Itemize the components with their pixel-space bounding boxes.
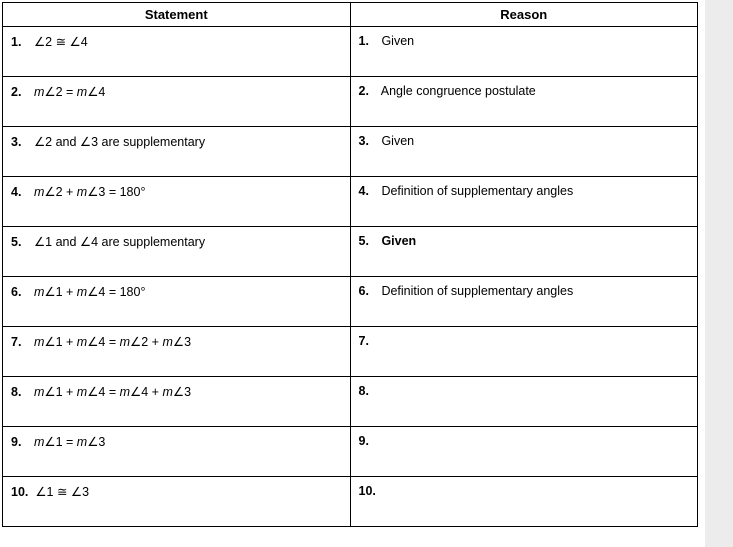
reason-text: Angle congruence postulate: [381, 84, 536, 98]
row-number: 2.: [11, 85, 27, 99]
scroll-strip: [705, 0, 733, 547]
statement-text: ∠2 ≅ ∠4: [34, 35, 88, 49]
statement-cell: 3. ∠2 and ∠3 are supplementary: [3, 127, 351, 177]
statement-text: m∠1 + m∠4 = 180°: [34, 285, 146, 299]
reason-cell: 3. Given: [350, 127, 698, 177]
reason-cell: 9.: [350, 427, 698, 477]
reason-text: Given: [381, 134, 414, 148]
row-number: 8.: [11, 385, 27, 399]
row-number: 9.: [359, 434, 375, 448]
statement-cell: 1. ∠2 ≅ ∠4: [3, 27, 351, 77]
table-row: 7. m∠1 + m∠4 = m∠2 + m∠37.: [3, 327, 698, 377]
statement-text: m∠2 = m∠4: [34, 85, 105, 99]
reason-text: Definition of supplementary angles: [381, 284, 573, 298]
reason-cell: 7.: [350, 327, 698, 377]
statement-text: ∠2 and ∠3 are supplementary: [34, 135, 205, 149]
table-row: 9. m∠1 = m∠39.: [3, 427, 698, 477]
table-row: 3. ∠2 and ∠3 are supplementary3. Given: [3, 127, 698, 177]
statement-text: m∠1 = m∠3: [34, 435, 105, 449]
statement-cell: 4. m∠2 + m∠3 = 180°: [3, 177, 351, 227]
row-number: 7.: [359, 334, 375, 348]
table-row: 4. m∠2 + m∠3 = 180°4. Definition of supp…: [3, 177, 698, 227]
table-row: 5. ∠1 and ∠4 are supplementary5. Given: [3, 227, 698, 277]
statement-cell: 5. ∠1 and ∠4 are supplementary: [3, 227, 351, 277]
statement-text: m∠1 + m∠4 = m∠2 + m∠3: [34, 335, 191, 349]
header-reason: Reason: [350, 3, 698, 27]
statement-text: ∠1 and ∠4 are supplementary: [34, 235, 205, 249]
reason-text: Definition of supplementary angles: [381, 184, 573, 198]
row-number: 10.: [11, 485, 28, 499]
statement-text: m∠2 + m∠3 = 180°: [34, 185, 146, 199]
header-statement: Statement: [3, 3, 351, 27]
row-number: 2.: [359, 84, 375, 98]
row-number: 6.: [11, 285, 27, 299]
statement-text: m∠1 + m∠4 = m∠4 + m∠3: [34, 385, 191, 399]
row-number: 10.: [359, 484, 376, 498]
content-area: Statement Reason 1. ∠2 ≅ ∠41. Given2. m∠…: [0, 0, 705, 547]
row-number: 4.: [11, 185, 27, 199]
reason-cell: 4. Definition of supplementary angles: [350, 177, 698, 227]
table-row: 6. m∠1 + m∠4 = 180°6. Definition of supp…: [3, 277, 698, 327]
row-number: 3.: [11, 135, 27, 149]
reason-text: Given: [381, 34, 414, 48]
row-number: 9.: [11, 435, 27, 449]
page: Statement Reason 1. ∠2 ≅ ∠41. Given2. m∠…: [0, 0, 733, 547]
reason-cell: 8.: [350, 377, 698, 427]
reason-cell: 2. Angle congruence postulate: [350, 77, 698, 127]
statement-cell: 8. m∠1 + m∠4 = m∠4 + m∠3: [3, 377, 351, 427]
proof-table: Statement Reason 1. ∠2 ≅ ∠41. Given2. m∠…: [2, 2, 698, 527]
row-number: 4.: [359, 184, 375, 198]
reason-cell: 10.: [350, 477, 698, 527]
table-row: 1. ∠2 ≅ ∠41. Given: [3, 27, 698, 77]
statement-cell: 6. m∠1 + m∠4 = 180°: [3, 277, 351, 327]
row-number: 8.: [359, 384, 375, 398]
reason-cell: 5. Given: [350, 227, 698, 277]
row-number: 1.: [11, 35, 27, 49]
row-number: 5.: [359, 234, 375, 248]
table-row: 8. m∠1 + m∠4 = m∠4 + m∠38.: [3, 377, 698, 427]
table-row: 10. ∠1 ≅ ∠310.: [3, 477, 698, 527]
row-number: 6.: [359, 284, 375, 298]
row-number: 7.: [11, 335, 27, 349]
statement-cell: 10. ∠1 ≅ ∠3: [3, 477, 351, 527]
statement-cell: 7. m∠1 + m∠4 = m∠2 + m∠3: [3, 327, 351, 377]
table-header-row: Statement Reason: [3, 3, 698, 27]
row-number: 5.: [11, 235, 27, 249]
row-number: 3.: [359, 134, 375, 148]
table-row: 2. m∠2 = m∠42. Angle congruence postulat…: [3, 77, 698, 127]
reason-text: Given: [381, 234, 416, 248]
statement-text: ∠1 ≅ ∠3: [35, 485, 89, 499]
statement-cell: 2. m∠2 = m∠4: [3, 77, 351, 127]
row-number: 1.: [359, 34, 375, 48]
reason-cell: 6. Definition of supplementary angles: [350, 277, 698, 327]
statement-cell: 9. m∠1 = m∠3: [3, 427, 351, 477]
reason-cell: 1. Given: [350, 27, 698, 77]
